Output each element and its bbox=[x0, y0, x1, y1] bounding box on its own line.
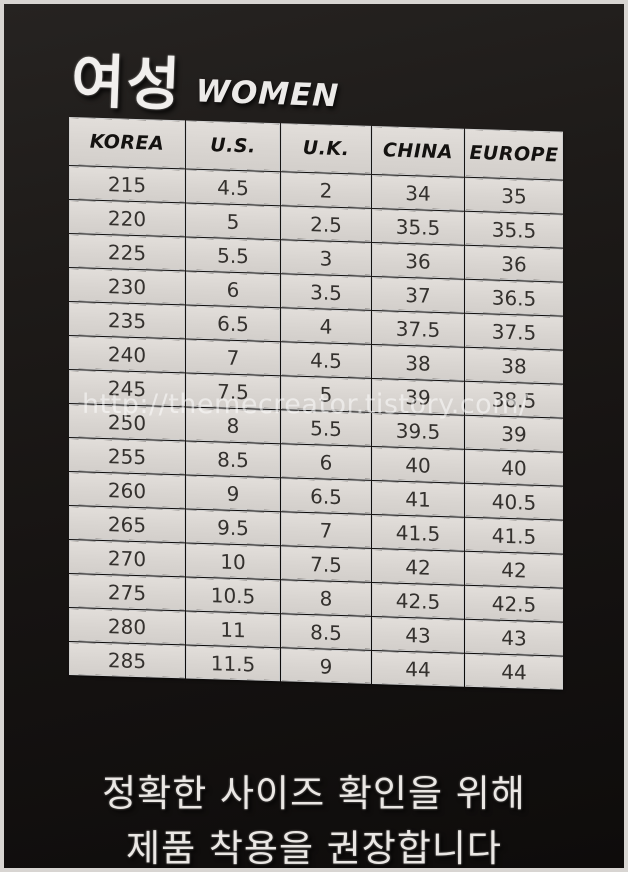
table-header-china: CHINA bbox=[373, 126, 463, 176]
table-cell: 8.5 bbox=[187, 442, 279, 477]
table-cell: 41.5 bbox=[466, 518, 562, 553]
table-cell: 6 bbox=[187, 272, 279, 307]
footer-line-1: 정확한 사이즈 확인을 위해 bbox=[102, 772, 526, 815]
table-cell: 9 bbox=[187, 476, 279, 511]
table-cell: 5 bbox=[187, 204, 279, 239]
footer-line-2: 제품 착용을 권장합니다 bbox=[126, 827, 502, 870]
table-cell: 8.5 bbox=[282, 615, 370, 649]
table-cell: 4.5 bbox=[187, 170, 279, 205]
table-cell: 235 bbox=[70, 303, 184, 338]
table-cell: 44 bbox=[466, 654, 562, 689]
table-header-us: U.S. bbox=[187, 121, 279, 171]
table-cell: 2 bbox=[282, 173, 370, 207]
table-cell: 11 bbox=[187, 612, 279, 647]
table-cell: 8 bbox=[282, 581, 370, 615]
table-cell: 36 bbox=[373, 243, 463, 278]
table-header-europe: EUROPE bbox=[466, 129, 562, 179]
table-cell: 41.5 bbox=[373, 515, 463, 550]
table-cell: 36 bbox=[466, 246, 562, 281]
table-cell: 35.5 bbox=[466, 212, 562, 247]
table-cell: 40 bbox=[373, 447, 463, 482]
table-cell: 6.5 bbox=[187, 306, 279, 341]
table-cell: 35 bbox=[466, 178, 562, 213]
watermark: http://themecreator.tistory.com/ bbox=[82, 389, 529, 420]
table-cell: 37 bbox=[373, 277, 463, 312]
table-cell: 4.5 bbox=[282, 343, 370, 377]
table-cell: 260 bbox=[70, 473, 184, 508]
table-cell: 280 bbox=[70, 609, 184, 644]
table-cell: 3.5 bbox=[282, 275, 370, 309]
table-cell: 225 bbox=[70, 235, 184, 270]
table-cell: 220 bbox=[70, 201, 184, 236]
table-cell: 275 bbox=[70, 575, 184, 610]
table-cell: 44 bbox=[373, 651, 463, 686]
table-cell: 285 bbox=[70, 643, 184, 678]
table-cell: 9.5 bbox=[187, 510, 279, 545]
table-cell: 3 bbox=[282, 241, 370, 275]
table-cell: 38 bbox=[373, 345, 463, 380]
table-cell: 7 bbox=[282, 513, 370, 547]
table-header-korea: KOREA bbox=[70, 118, 184, 168]
table-cell: 41 bbox=[373, 481, 463, 516]
table-cell: 42 bbox=[466, 552, 562, 587]
table-cell: 43 bbox=[373, 617, 463, 652]
table-cell: 6 bbox=[282, 445, 370, 479]
title-korean: 여성 bbox=[70, 47, 184, 119]
table-cell: 7.5 bbox=[282, 547, 370, 581]
table-cell: 40.5 bbox=[466, 484, 562, 519]
table-cell: 42 bbox=[373, 549, 463, 584]
table-cell: 10.5 bbox=[187, 578, 279, 613]
table-cell: 4 bbox=[282, 309, 370, 343]
page-title: 여성 WOMEN bbox=[70, 34, 341, 127]
table-cell: 2.5 bbox=[282, 207, 370, 241]
table-cell: 255 bbox=[70, 439, 184, 474]
table-cell: 230 bbox=[70, 269, 184, 304]
table-cell: 39 bbox=[466, 416, 562, 451]
table-cell: 265 bbox=[70, 507, 184, 542]
table-cell: 6.5 bbox=[282, 479, 370, 513]
table-header-uk: U.K. bbox=[282, 124, 370, 173]
table-cell: 40 bbox=[466, 450, 562, 485]
table-cell: 240 bbox=[70, 337, 184, 372]
table-cell: 215 bbox=[70, 167, 184, 202]
table-cell: 42.5 bbox=[373, 583, 463, 618]
table-cell: 37.5 bbox=[466, 314, 562, 349]
table-cell: 36.5 bbox=[466, 280, 562, 315]
table-cell: 11.5 bbox=[187, 646, 279, 681]
table-cell: 7 bbox=[187, 340, 279, 375]
table-cell: 270 bbox=[70, 541, 184, 576]
table-cell: 38 bbox=[466, 348, 562, 383]
table-cell: 35.5 bbox=[373, 209, 463, 244]
table-cell: 9 bbox=[282, 649, 370, 683]
table-cell: 43 bbox=[466, 620, 562, 655]
table-cell: 42.5 bbox=[466, 586, 562, 621]
table-cell: 5.5 bbox=[187, 238, 279, 273]
title-english: WOMEN bbox=[195, 73, 340, 115]
table-cell: 34 bbox=[373, 175, 463, 210]
table-cell: 37.5 bbox=[373, 311, 463, 346]
footer-note: 정확한 사이즈 확인을 위해 제품 착용을 권장합니다 bbox=[4, 766, 624, 870]
table-cell: 10 bbox=[187, 544, 279, 579]
